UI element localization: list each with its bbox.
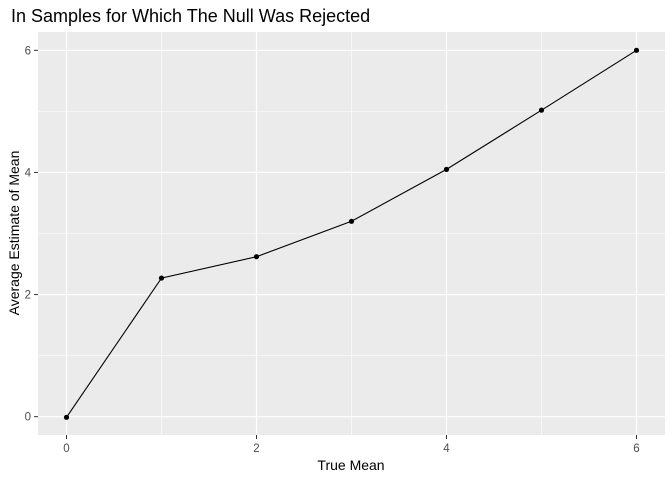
- data-point: [538, 107, 545, 113]
- data-point: [253, 254, 260, 260]
- major-grid: [38, 32, 665, 435]
- y-tick-label: 2: [25, 290, 31, 302]
- data-point: [348, 218, 355, 224]
- x-tick-label: 0: [63, 443, 69, 455]
- data-point: [443, 166, 450, 172]
- data-point: [63, 414, 70, 420]
- y-tick-label: 0: [25, 412, 31, 424]
- series-layer: [63, 47, 640, 420]
- x-tick-label: 4: [443, 443, 450, 455]
- axis-tick-labels: 0 2 4 6 0 2 4 6: [25, 45, 640, 455]
- x-tick-label: 6: [633, 443, 639, 455]
- data-point: [158, 275, 165, 281]
- y-tick-label: 6: [25, 45, 31, 57]
- x-tick-label: 2: [253, 443, 259, 455]
- axis-ticks: [34, 49, 637, 439]
- y-tick-label: 4: [25, 167, 32, 179]
- y-axis-title: Average Estimate of Mean: [6, 151, 22, 316]
- chart-title: In Samples for Which The Null Was Reject…: [11, 6, 370, 26]
- x-axis-title: True Mean: [317, 457, 384, 473]
- data-point: [633, 47, 640, 53]
- minor-grid: [38, 32, 665, 435]
